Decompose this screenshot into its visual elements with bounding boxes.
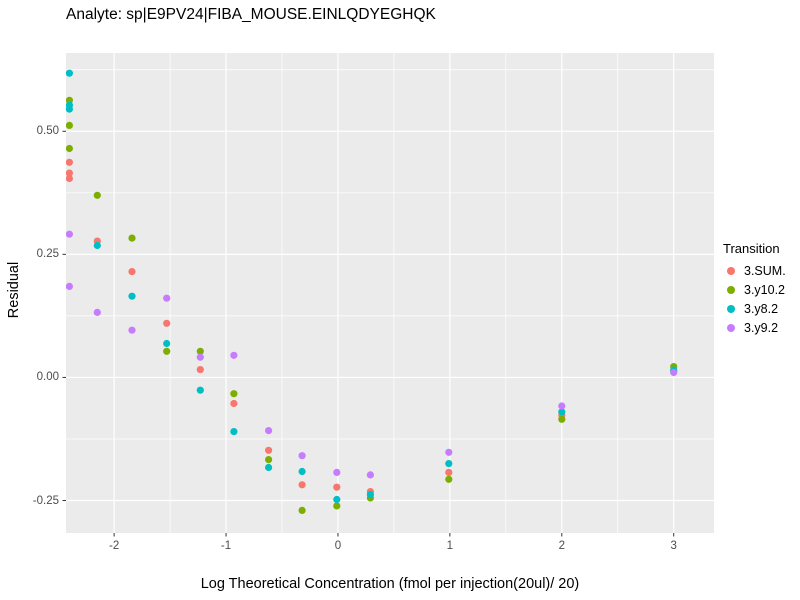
data-point <box>163 347 171 355</box>
data-points-layer <box>66 69 678 514</box>
data-point <box>93 191 101 199</box>
data-point <box>93 241 101 250</box>
x-tick-label: 3 <box>670 540 677 552</box>
data-point <box>66 121 73 129</box>
data-point <box>230 351 238 359</box>
data-point <box>265 427 273 435</box>
data-point <box>163 294 171 302</box>
data-point <box>333 468 341 476</box>
data-point <box>366 491 374 499</box>
data-point <box>445 460 453 468</box>
data-point <box>230 390 238 398</box>
data-point <box>298 506 306 514</box>
x-tick-label: 2 <box>558 540 565 552</box>
data-point <box>93 308 101 316</box>
data-point <box>66 282 73 290</box>
data-point <box>196 386 204 394</box>
legend-item-3.y10.2: 3.y10.2 <box>722 280 786 299</box>
data-point <box>163 319 171 327</box>
data-point <box>66 230 73 238</box>
data-point <box>66 174 73 183</box>
data-point <box>230 399 238 408</box>
data-point <box>128 326 136 334</box>
legend: Transition 3.SUM. 3.y10.2 3.y8.2 3.y9.2 <box>722 241 786 337</box>
data-point <box>298 481 306 489</box>
data-point <box>333 495 341 504</box>
data-point <box>265 446 273 454</box>
data-point <box>128 292 136 300</box>
legend-dot-icon <box>727 304 735 313</box>
data-point <box>445 448 453 456</box>
data-point <box>445 468 453 476</box>
y-axis-title: Residual <box>6 261 22 319</box>
x-tick-label: -2 <box>108 540 120 552</box>
legend-item-label: 3.y8.2 <box>744 301 779 316</box>
data-point <box>265 456 273 464</box>
data-point <box>333 483 341 491</box>
legend-item-3.SUM.: 3.SUM. <box>722 261 786 280</box>
data-point <box>445 475 453 483</box>
y-tick-label: -0.25 <box>32 494 59 507</box>
data-point <box>558 408 566 416</box>
y-tick-label: 0.25 <box>36 248 59 261</box>
x-tick-label: 1 <box>446 540 454 552</box>
data-point <box>196 353 204 361</box>
data-point <box>128 268 136 276</box>
plot-title: Analyte: sp|E9PV24|FIBA_MOUSE.EINLQDYEGH… <box>66 6 436 23</box>
legend-dot-icon <box>727 266 735 275</box>
legend-dot-icon <box>727 285 735 294</box>
legend-key-icon <box>722 280 740 299</box>
legend-key-icon <box>722 318 740 337</box>
series-3.SUM. <box>66 158 678 496</box>
data-point <box>366 471 374 479</box>
data-point <box>66 105 73 113</box>
series-3.y9.2 <box>66 230 678 479</box>
data-point <box>558 415 566 423</box>
data-point <box>66 158 73 166</box>
data-point <box>128 234 136 242</box>
legend-item-label: 3.y10.2 <box>744 282 786 297</box>
data-point <box>265 463 273 472</box>
data-point <box>66 69 73 77</box>
data-point <box>163 339 171 348</box>
legend-title: Transition <box>723 241 780 256</box>
legend-item-3.y8.2: 3.y8.2 <box>722 299 786 318</box>
legend-items: 3.SUM. 3.y10.2 3.y8.2 3.y9.2 <box>722 261 786 337</box>
legend-item-label: 3.SUM. <box>744 263 786 278</box>
series-3.y8.2 <box>66 69 678 504</box>
x-tick-label: 0 <box>334 540 342 552</box>
data-point <box>66 169 73 177</box>
legend-key-icon <box>722 261 740 280</box>
legend-item-3.y9.2: 3.y9.2 <box>722 318 786 337</box>
data-point <box>230 428 238 436</box>
data-point <box>298 467 306 476</box>
data-point <box>66 144 73 153</box>
y-tick-label: 0.50 <box>36 125 59 138</box>
y-tick-label: 0.00 <box>36 371 59 384</box>
data-point <box>196 347 204 355</box>
data-point <box>333 502 341 510</box>
data-point <box>298 452 306 460</box>
legend-key-icon <box>722 299 740 318</box>
data-point <box>196 366 204 374</box>
legend-dot-icon <box>727 323 735 332</box>
data-point <box>670 368 678 377</box>
legend-item-label: 3.y9.2 <box>744 320 779 335</box>
data-point <box>558 402 566 410</box>
x-axis-title: Log Theoretical Concentration (fmol per … <box>200 576 580 592</box>
panel-background <box>66 53 714 533</box>
x-tick-label: -1 <box>220 540 232 552</box>
